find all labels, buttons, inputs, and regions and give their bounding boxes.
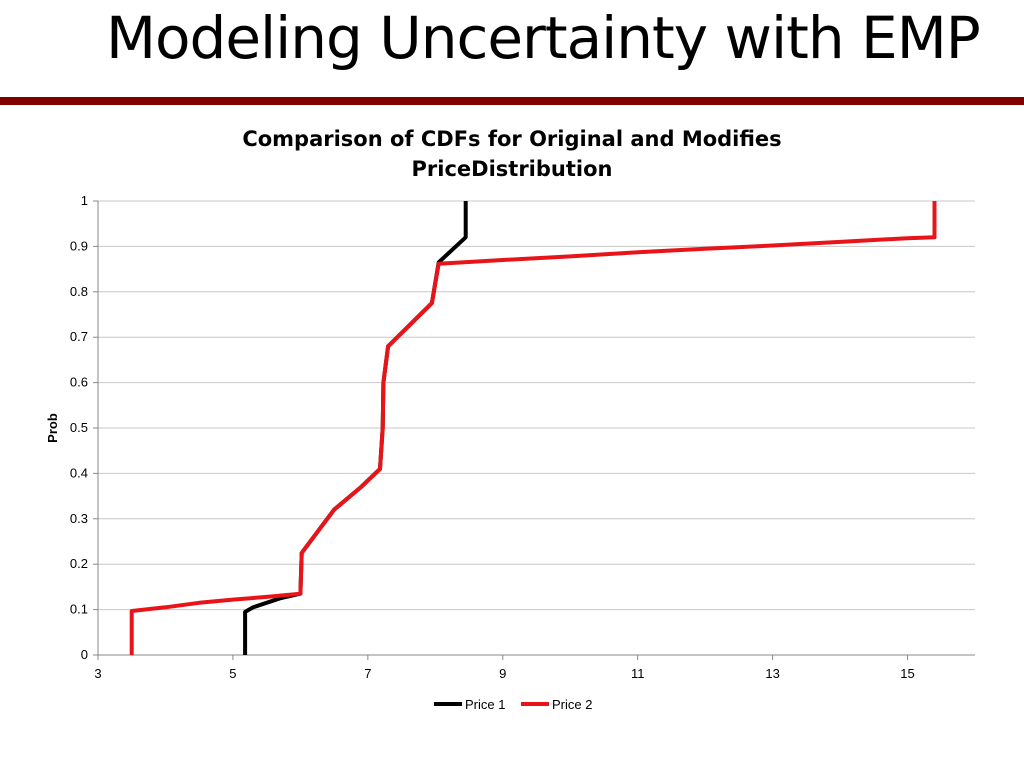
chart-title-line-2: PriceDistribution xyxy=(412,157,613,181)
y-tick-label: 1 xyxy=(81,193,88,208)
y-tick-label: 0 xyxy=(81,647,88,662)
y-tick-label: 0.4 xyxy=(70,465,88,480)
legend-label-2: Price 2 xyxy=(552,697,592,712)
legend-label-1: Price 1 xyxy=(465,697,505,712)
y-axis-label: Prob xyxy=(45,413,60,443)
axes xyxy=(93,200,975,660)
y-tick-label: 0.7 xyxy=(70,329,88,344)
legend: Price 1 Price 2 xyxy=(434,697,592,712)
x-tick-label: 15 xyxy=(900,666,914,681)
x-tick-label: 9 xyxy=(499,666,506,681)
gridlines xyxy=(98,200,975,611)
y-tick-label: 0.5 xyxy=(70,420,88,435)
y-tick-label: 0.9 xyxy=(70,238,88,253)
x-tick-label: 7 xyxy=(364,666,371,681)
x-tick-label: 3 xyxy=(94,666,101,681)
title-divider xyxy=(0,97,1024,105)
y-tick-label: 0.8 xyxy=(70,284,88,299)
x-tick-label: 13 xyxy=(765,666,779,681)
series-lines xyxy=(129,201,937,655)
y-tick-label: 0.6 xyxy=(70,375,88,390)
chart-title-line-1: Comparison of CDFs for Original and Modi… xyxy=(242,127,781,151)
series-line-2 xyxy=(129,201,937,655)
x-tick-label: 11 xyxy=(631,666,645,681)
slide-title: Modeling Uncertainty with EMP xyxy=(106,4,981,72)
y-tick-label: 0.3 xyxy=(70,511,88,526)
x-tick-label: 5 xyxy=(229,666,236,681)
y-tick-label: 0.1 xyxy=(70,602,88,617)
tick-labels: 00.10.20.30.40.50.60.70.80.913 5 7 9 11 13 15 xyxy=(70,193,915,681)
y-tick-label: 0.2 xyxy=(70,556,88,571)
